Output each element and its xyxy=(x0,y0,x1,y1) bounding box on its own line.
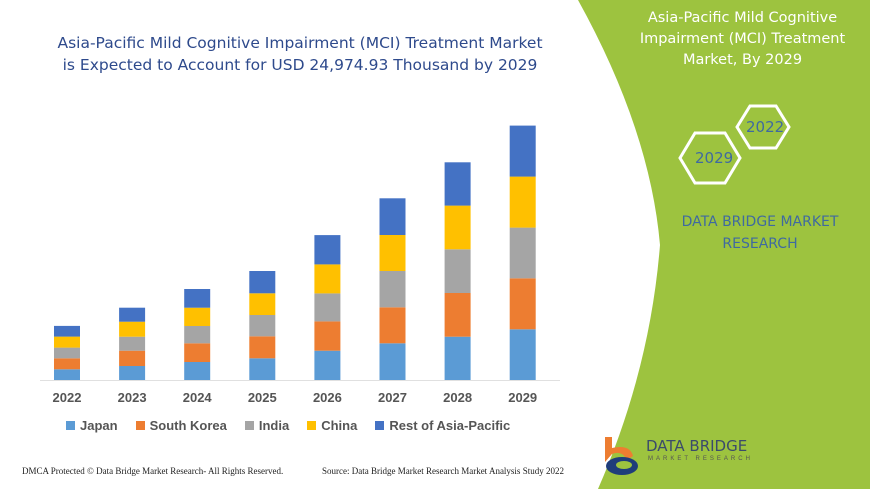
bar-segment-2022-south-korea xyxy=(54,358,80,370)
bar-segment-2022-india xyxy=(54,347,80,359)
hex-2022-shape xyxy=(735,104,791,150)
bar-segment-2029-india xyxy=(509,227,536,279)
legend-item: India xyxy=(244,418,290,433)
panel-title-line1: Asia-Pacific Mild Cognitive xyxy=(647,10,838,26)
bar-segment-2029-south-korea xyxy=(509,278,536,330)
legend-swatch xyxy=(375,421,385,430)
footer-source: Source: Data Bridge Market Research Mark… xyxy=(322,466,564,476)
hex-2029-label: 2029 xyxy=(695,149,734,167)
x-tick-label: 2027 xyxy=(378,390,407,405)
bar-segment-2023-rest-of-asia-pacific xyxy=(119,307,146,322)
bar-segment-2026-china xyxy=(314,264,341,294)
bar-segment-2029-china xyxy=(509,176,536,228)
bar-segment-2024-rest-of-asia-pacific xyxy=(184,289,211,308)
stacked-bar-chart: 2022 2023 2024 2025 2026 2027 2028 2029 xyxy=(40,125,560,405)
bar-segment-2024-india xyxy=(184,326,211,344)
bar-segment-2022-rest-of-asia-pacific xyxy=(54,325,80,337)
legend-label: South Korea xyxy=(149,418,227,433)
bar-segment-2029-rest-of-asia-pacific xyxy=(509,125,536,177)
legend-label: Rest of Asia-Pacific xyxy=(389,418,511,433)
chart-title: Asia-Pacific Mild Cognitive Impairment (… xyxy=(20,32,580,76)
panel-brand: DATA BRIDGE MARKET RESEARCH xyxy=(665,211,855,255)
legend-item: China xyxy=(307,418,357,433)
bar-segment-2023-china xyxy=(119,321,146,337)
legend-swatch xyxy=(135,421,145,430)
panel-brand-line1: DATA BRIDGE MARKET xyxy=(681,214,839,230)
panel-title-line3: Market, By 2029 xyxy=(682,52,803,68)
bar-segment-2028-japan xyxy=(444,336,471,380)
bar-segment-2025-india xyxy=(249,315,276,337)
bar-segment-2024-south-korea xyxy=(184,343,211,362)
x-tick-label: 2023 xyxy=(118,390,147,405)
bar-segment-2025-rest-of-asia-pacific xyxy=(249,271,276,294)
legend: Japan South Korea India China Rest of Asia-P… xyxy=(66,418,510,433)
x-tick-label: 2026 xyxy=(313,390,342,405)
bar-segment-2027-china xyxy=(379,235,406,271)
legend-label: Japan xyxy=(80,418,118,433)
bar-segment-2025-japan xyxy=(249,358,276,380)
panel-title-line2: Impairment (MCI) Treatment xyxy=(639,31,846,47)
x-tick-label: 2022 xyxy=(53,390,82,405)
chart-title-line1: Asia-Pacific Mild Cognitive Impairment (… xyxy=(57,34,543,52)
bar-segment-2027-rest-of-asia-pacific xyxy=(379,198,406,235)
x-tick-label: 2029 xyxy=(508,390,537,405)
x-tick-label: 2028 xyxy=(443,390,472,405)
x-tick-label: 2024 xyxy=(183,390,213,405)
legend-label: China xyxy=(321,418,358,433)
bar-segment-2026-rest-of-asia-pacific xyxy=(314,235,341,265)
hex-2029-shape xyxy=(678,131,742,185)
logo-icon xyxy=(605,437,638,475)
hex-2022-label: 2022 xyxy=(746,118,785,136)
bar-segment-2023-japan xyxy=(119,366,146,380)
legend-item: South Korea xyxy=(135,418,227,433)
chart-title-line2: is Expected to Account for USD 24,974.93… xyxy=(62,56,538,74)
bar-segment-2022-china xyxy=(54,336,80,348)
bar-segment-2027-japan xyxy=(379,343,406,380)
green-panel-shape xyxy=(578,0,870,489)
bar-segment-2024-japan xyxy=(184,362,211,380)
bar-segment-2028-china xyxy=(444,205,471,250)
legend-swatch xyxy=(66,421,75,430)
logo-name: DATA BRIDGE xyxy=(646,437,748,455)
bar-segment-2028-rest-of-asia-pacific xyxy=(444,162,471,206)
bar-segment-2025-china xyxy=(249,293,276,315)
legend-label: India xyxy=(258,418,290,433)
legend-swatch xyxy=(307,421,317,430)
bar-segment-2022-japan xyxy=(54,369,80,380)
x-tick-label: 2025 xyxy=(248,390,277,405)
bar-segment-2023-india xyxy=(119,336,146,351)
panel-title: Asia-Pacific Mild Cognitive Impairment (… xyxy=(615,8,870,71)
bar-segment-2026-japan xyxy=(314,350,341,380)
legend-item: Japan xyxy=(66,418,118,433)
bar-segment-2026-south-korea xyxy=(314,321,341,351)
logo-sub: MARKET RESEARCH xyxy=(648,456,753,462)
bar-segment-2023-south-korea xyxy=(119,350,146,366)
bar-segment-2024-china xyxy=(184,307,211,326)
bar-segment-2028-south-korea xyxy=(444,293,471,337)
bar-segment-2027-south-korea xyxy=(379,307,406,344)
footer-copyright: DMCA Protected © Data Bridge Market Rese… xyxy=(22,466,284,476)
legend-item: Rest of Asia-Pacific xyxy=(375,418,510,433)
bar-segment-2026-india xyxy=(314,293,341,322)
panel-brand-line2: RESEARCH xyxy=(722,236,798,252)
bar-segment-2029-japan xyxy=(509,329,536,380)
bar-segment-2025-south-korea xyxy=(249,336,276,359)
bar-segment-2027-india xyxy=(379,271,406,308)
legend-swatch xyxy=(244,421,254,430)
bar-segment-2028-india xyxy=(444,249,471,293)
